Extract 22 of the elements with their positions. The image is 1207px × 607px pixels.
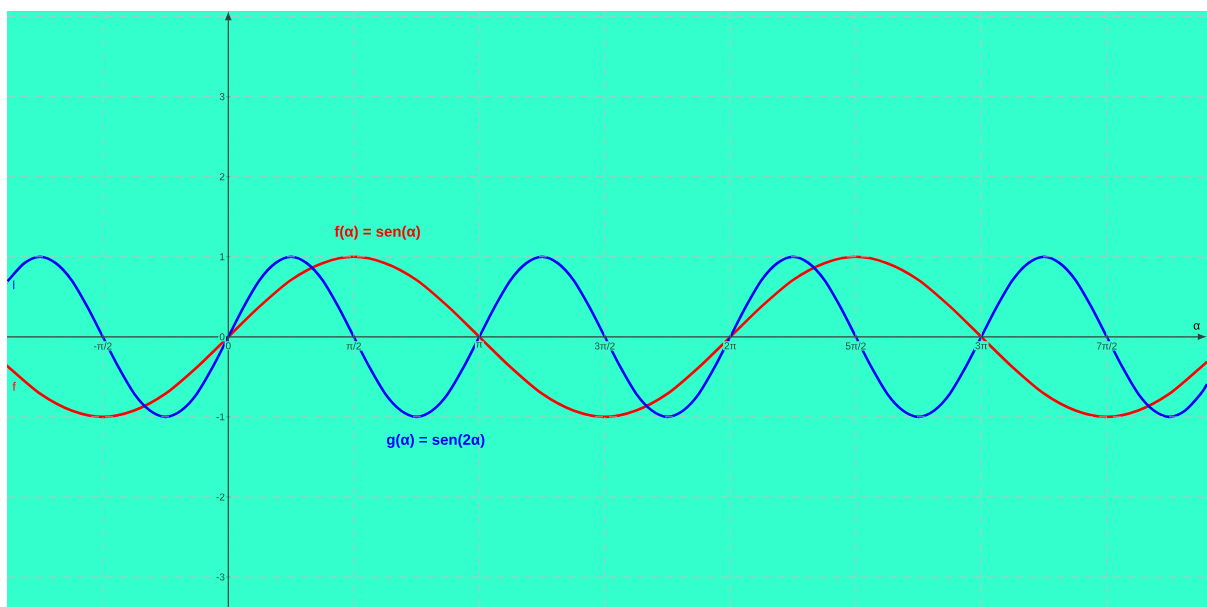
x-tick-label: -π/2 xyxy=(93,342,112,350)
x-tick-label: π/2 xyxy=(346,342,361,350)
x-tick-label: 3π/2 xyxy=(594,342,615,350)
y-tick-label: -3 xyxy=(216,573,225,581)
annotation: g(α) = sen(2α) xyxy=(386,433,485,448)
x-axis-title: α xyxy=(1193,323,1200,330)
y-tick-label: 3 xyxy=(219,93,225,101)
line-series xyxy=(7,255,1207,419)
y-tick-label: 0 xyxy=(219,333,225,341)
x-tick-label: 2π xyxy=(724,342,737,350)
y-tick-label: -2 xyxy=(216,493,225,501)
y-tick-label: 2 xyxy=(219,173,225,181)
annotation: l xyxy=(13,280,15,290)
x-tick-label: 3π xyxy=(975,342,988,350)
x-tick-label: 5π/2 xyxy=(845,342,866,350)
x-tick-label: 7π/2 xyxy=(1096,342,1117,350)
x-tick-label: 0 xyxy=(225,342,231,350)
y-tick-label: -1 xyxy=(216,413,225,421)
x-tick-label: π xyxy=(476,342,483,348)
annotation: f xyxy=(12,382,16,391)
y-tick-label: 1 xyxy=(220,253,225,261)
annotation: f(α) = sen(α) xyxy=(334,225,420,240)
